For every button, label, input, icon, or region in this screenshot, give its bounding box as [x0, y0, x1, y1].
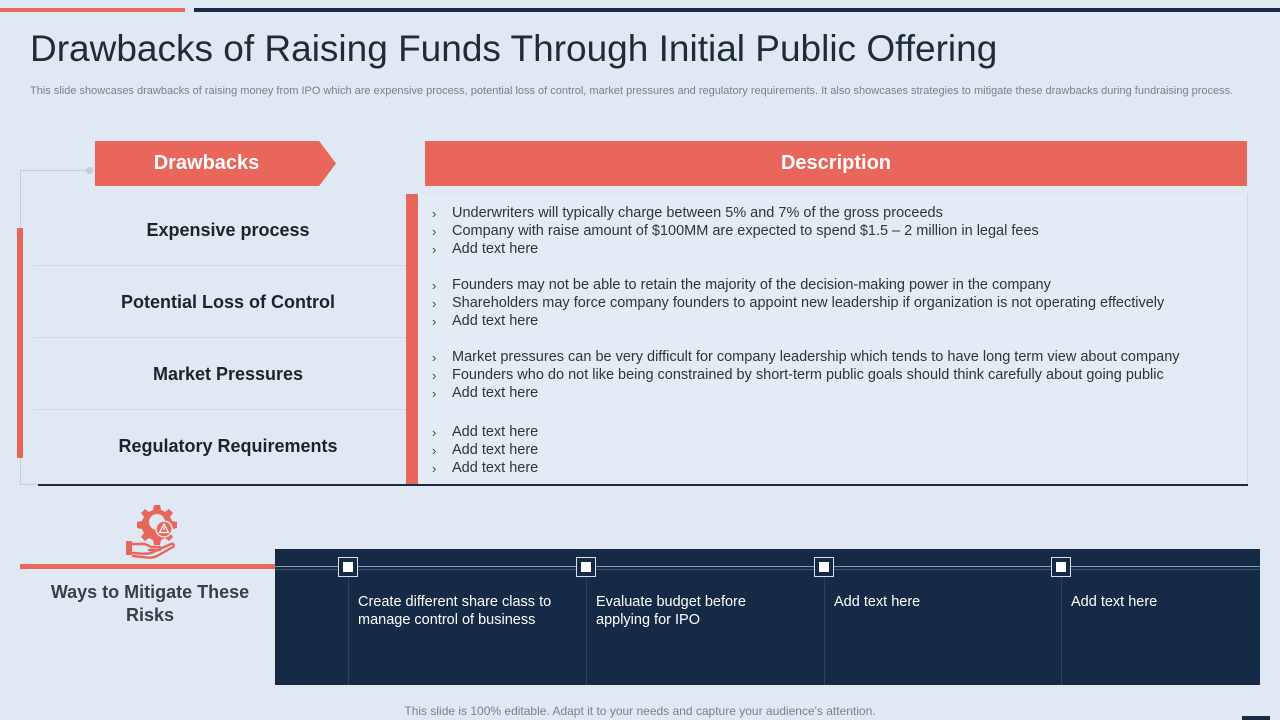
- timeline-line: [275, 566, 1260, 567]
- drawbacks-header-label: Drawbacks: [153, 152, 260, 174]
- footer-mark: [1242, 716, 1270, 720]
- mitigation-item: Evaluate budget before applying for IPO: [576, 557, 796, 685]
- gear-hand-warning-icon: [126, 505, 177, 559]
- bullet-item: › Add text here: [432, 424, 1247, 442]
- mitigation-item: Add text here: [814, 557, 1034, 685]
- checkbox-icon: [814, 557, 834, 577]
- bullet-item: › Founders may not be able to retain the …: [432, 277, 1247, 295]
- item-divider: [586, 577, 587, 685]
- mitigate-title: Ways to Mitigate These Risks: [50, 582, 250, 625]
- drawback-description: › Market pressures can be very difficult …: [418, 338, 1248, 410]
- table-row: Potential Loss of Control › Founders may …: [33, 266, 1248, 338]
- chevron-right-icon: ›: [432, 425, 437, 440]
- description-accent-bar: [406, 194, 418, 484]
- bullet-item: › Shareholders may force company founders…: [432, 295, 1247, 313]
- mitigation-text: Evaluate budget before applying for IPO: [596, 594, 746, 628]
- bullet-item: › Add text here: [432, 313, 1247, 331]
- chevron-right-icon: ›: [432, 460, 437, 476]
- connector-line-bottom: [20, 484, 40, 485]
- chevron-right-icon: ›: [432, 223, 437, 239]
- connector-line: [20, 170, 90, 171]
- chevron-right-icon: ›: [432, 367, 437, 383]
- mitigation-text: Add text here: [834, 594, 921, 610]
- bullet-item: › Add text here: [432, 241, 1247, 259]
- table-row: Regulatory Requirements › Add text here ›…: [33, 410, 1248, 484]
- bullet-item: › Market pressures can be very difficult …: [432, 349, 1247, 367]
- bullet-item: › Add text here: [432, 460, 1247, 478]
- chevron-right-icon: ›: [432, 385, 437, 401]
- bullet-text: Shareholders may force company founders …: [452, 294, 1165, 311]
- mitigation-item: Add text here: [1051, 557, 1271, 685]
- chevron-right-icon: ›: [432, 295, 437, 311]
- chevron-right-icon: ›: [432, 313, 437, 329]
- item-divider: [824, 577, 825, 685]
- drawbacks-table: Expensive process › Underwriters will typ…: [33, 194, 1248, 484]
- top-accent-bar-red: [0, 8, 185, 12]
- description-header-label: Description: [780, 152, 892, 174]
- drawback-name: Regulatory Requirements: [118, 435, 338, 456]
- drawback-name: Potential Loss of Control: [121, 291, 335, 312]
- table-row: Market Pressures › Market pressures can b…: [33, 338, 1248, 410]
- item-divider: [1061, 577, 1062, 685]
- chevron-right-icon: ›: [432, 278, 437, 293]
- bullet-text: Founders may not be able to retain the m…: [452, 277, 1051, 293]
- drawback-name: Market Pressures: [152, 363, 304, 384]
- drawback-description: › Founders may not be able to retain the …: [418, 266, 1248, 338]
- footer-note: This slide is 100% editable. Adapt it to…: [404, 704, 876, 718]
- checkbox-icon: [338, 557, 358, 577]
- checkbox-icon: [576, 557, 596, 577]
- slide-subtitle: This slide showcases drawbacks of raisin…: [30, 85, 1234, 97]
- bullet-item: › Underwriters will typically charge betw…: [432, 205, 1247, 223]
- drawback-description: › Add text here › Add text here › Add text …: [418, 410, 1248, 484]
- mitigation-text: Create different share class to manage c…: [358, 594, 552, 628]
- bullet-text: Company with raise amount of $100MM are …: [452, 222, 1039, 239]
- bullet-text: Underwriters will typically charge betwe…: [452, 205, 943, 221]
- table-bottom-rule: [38, 484, 1248, 486]
- bullet-text: Add text here: [452, 424, 539, 440]
- table-row: Expensive process › Underwriters will typ…: [33, 194, 1248, 266]
- bullet-item: › Company with raise amount of $100MM are…: [432, 223, 1247, 241]
- drawbacks-header: Drawbacks: [95, 141, 336, 186]
- item-divider: [348, 577, 349, 685]
- bullet-text: Add text here: [452, 312, 539, 329]
- mitigation-text: Add text here: [1071, 594, 1158, 610]
- chevron-right-icon: ›: [432, 206, 437, 221]
- bullet-text: Founders who do not like being constrain…: [452, 366, 1164, 383]
- bullet-text: Add text here: [452, 441, 539, 458]
- bullet-text: Market pressures can be very difficult f…: [452, 349, 1180, 365]
- chevron-right-icon: ›: [432, 442, 437, 458]
- timeline-line-shadow: [275, 569, 1260, 570]
- mitigation-panel: Create different share class to manage c…: [275, 549, 1260, 685]
- bullet-item: › Add text here: [432, 442, 1247, 460]
- top-accent-bar-navy: [194, 8, 1280, 12]
- bullet-text: Add text here: [452, 459, 539, 476]
- chevron-right-icon: ›: [432, 241, 437, 257]
- bullet-item: › Founders who do not like being constrai…: [432, 367, 1247, 385]
- description-header: Description: [425, 141, 1247, 186]
- bullet-text: Add text here: [452, 240, 539, 257]
- bullet-item: › Add text here: [432, 385, 1247, 403]
- checkbox-icon: [1051, 557, 1071, 577]
- slide-title: Drawbacks of Raising Funds Through Initi…: [30, 28, 998, 69]
- chevron-right-icon: ›: [432, 350, 437, 365]
- drawback-description: › Underwriters will typically charge betw…: [418, 194, 1248, 266]
- mitigate-accent-line: [20, 564, 282, 569]
- connector-dot: [86, 167, 93, 174]
- left-accent-bar: [17, 228, 23, 458]
- bullet-text: Add text here: [452, 384, 539, 401]
- mitigation-item: Create different share class to manage c…: [338, 557, 558, 685]
- drawback-name: Expensive process: [146, 219, 310, 240]
